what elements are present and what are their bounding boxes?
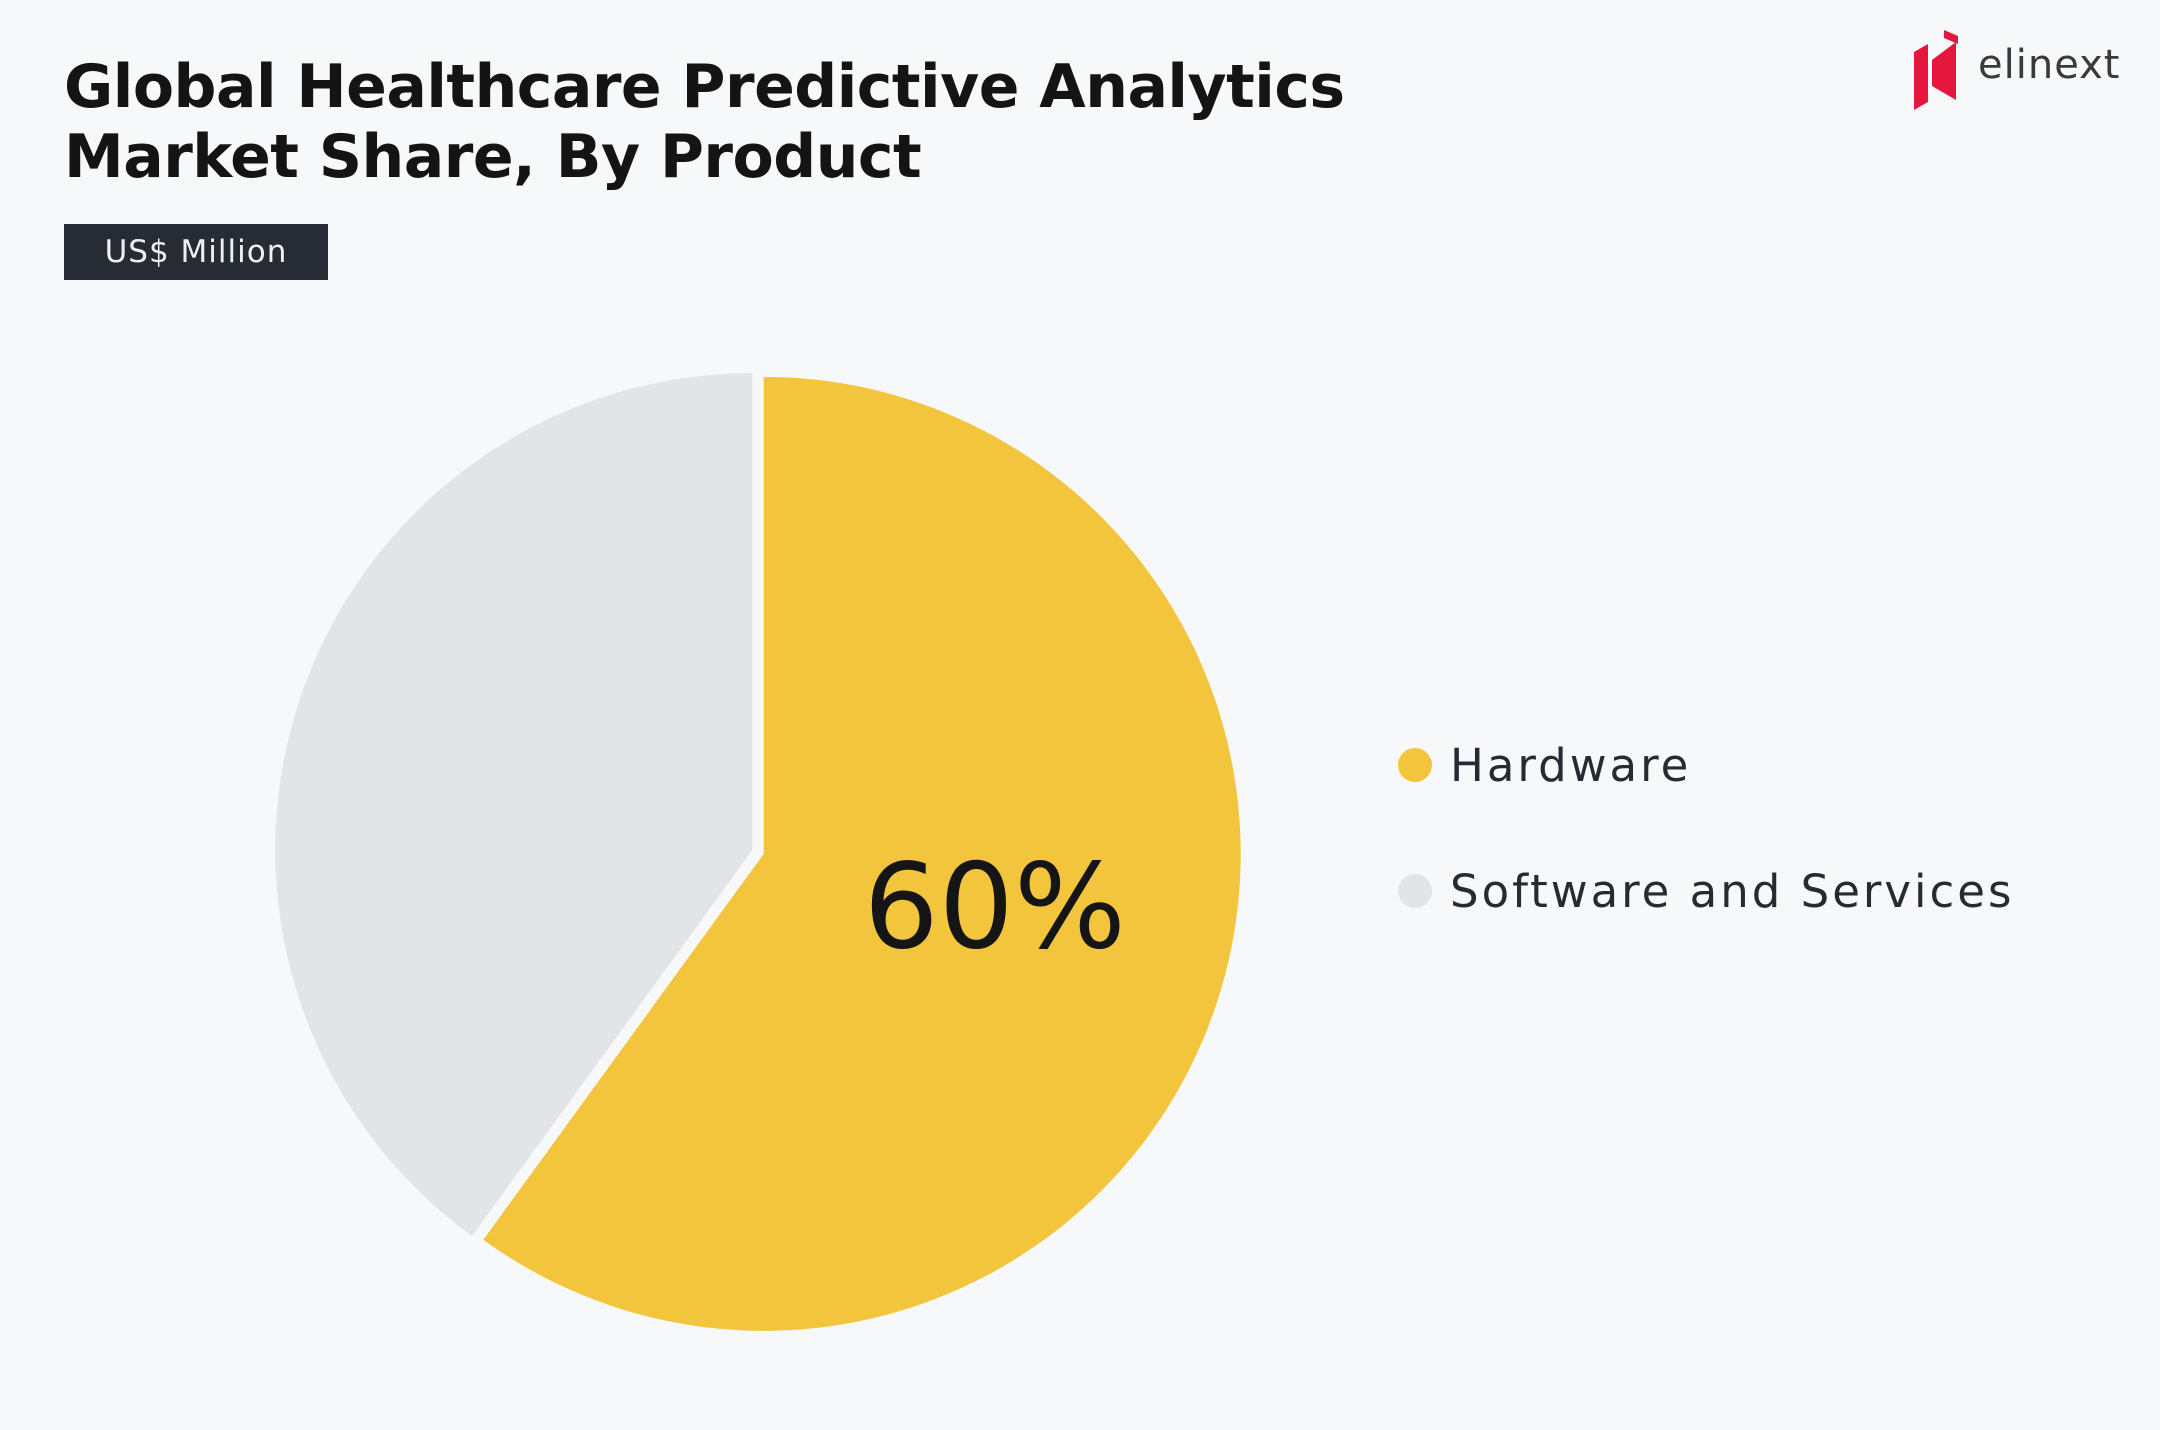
legend-label: Hardware <box>1450 738 1692 792</box>
chart-title: Global Healthcare Predictive Analytics M… <box>64 52 1364 192</box>
pie-slice-software-and-services <box>275 373 753 1237</box>
chart-title-line-1: Global Healthcare Predictive Analytics <box>64 52 1345 122</box>
unit-badge: US$ Million <box>64 224 328 280</box>
chart-legend: Hardware Software and Services <box>1398 730 2014 982</box>
pie-data-label: 60% <box>864 838 1126 976</box>
legend-item: Hardware <box>1398 730 2014 800</box>
legend-swatch <box>1398 748 1432 782</box>
pie-slice-hardware <box>483 376 1241 1331</box>
legend-label: Software and Services <box>1450 864 2015 918</box>
elinext-logo-text: elinext <box>1978 42 2121 88</box>
legend-swatch <box>1398 874 1432 908</box>
elinext-logo-mark-icon <box>1914 30 1958 110</box>
chart-title-line-2: Market Share, By Product <box>64 122 922 192</box>
elinext-logo: elinext <box>1906 30 2132 110</box>
legend-item: Software and Services <box>1398 856 2014 926</box>
